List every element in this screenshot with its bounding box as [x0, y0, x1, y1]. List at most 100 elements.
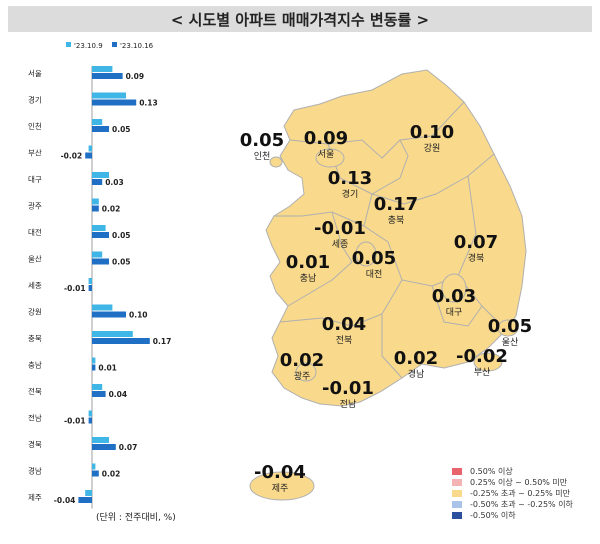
map-legend: 0.50% 이상 0.25% 이상 ~ 0.50% 미만 -0.25% 초과 ~ 0… — [452, 466, 573, 521]
gwangju-shape — [295, 362, 317, 382]
region-value: 0.09 — [304, 128, 348, 149]
daegu-shape — [441, 273, 467, 303]
region-value: 0.17 — [374, 194, 418, 215]
map-legend-row: 0.25% 이상 ~ 0.50% 미만 — [452, 477, 573, 488]
category-label: 강원 — [28, 307, 42, 317]
bar — [85, 490, 92, 496]
bar — [92, 251, 103, 258]
bar — [92, 338, 150, 344]
map-legend-row: 0.50% 이상 — [452, 466, 573, 477]
region-value: -0.01 — [322, 378, 374, 399]
bar — [92, 119, 103, 125]
bar — [92, 311, 126, 318]
category-label: 경기 — [28, 95, 42, 105]
legend-swatch — [112, 42, 117, 47]
bar — [88, 145, 92, 152]
data-label: -0.02 — [61, 152, 83, 161]
region-name: 경북 — [468, 252, 485, 264]
ulsan-shape — [497, 319, 519, 337]
bar — [92, 470, 99, 477]
bar — [92, 232, 109, 238]
bar — [92, 172, 109, 178]
bar — [92, 205, 99, 212]
data-label: -0.04 — [54, 496, 76, 505]
map-legend-swatch — [452, 468, 462, 475]
legend-entry: '23.10.16 — [120, 42, 154, 50]
region-value: 0.05 — [240, 130, 284, 151]
category-label: 서울 — [28, 69, 42, 78]
category-label: 경남 — [28, 466, 42, 476]
region-value: 0.02 — [280, 350, 324, 371]
map-legend-swatch — [452, 490, 462, 497]
data-label: -0.01 — [64, 417, 86, 426]
bar — [92, 258, 109, 265]
data-label: 0.07 — [119, 443, 138, 452]
region-name: 울산 — [502, 337, 519, 348]
category-label: 대구 — [28, 175, 42, 184]
bar — [92, 92, 126, 99]
region-value: 0.07 — [454, 232, 498, 253]
region-name: 서울 — [318, 149, 335, 160]
data-label: 0.04 — [109, 390, 128, 399]
bar — [92, 225, 106, 231]
bar — [88, 285, 92, 291]
bar — [92, 384, 103, 390]
category-label: 전남 — [28, 413, 42, 423]
category-label: 인천 — [28, 121, 42, 131]
category-label: 광주 — [28, 201, 42, 211]
data-label: 0.05 — [112, 258, 131, 267]
bar — [85, 152, 92, 159]
region-value: -0.02 — [456, 346, 508, 367]
data-label: 0.13 — [139, 99, 158, 108]
bar — [88, 417, 92, 424]
region-value: 0.04 — [322, 314, 366, 335]
data-label: 0.02 — [102, 205, 121, 214]
region-name: 대구 — [446, 307, 463, 318]
bar — [92, 463, 96, 470]
data-label: 0.02 — [102, 470, 121, 479]
region-name: 제주 — [272, 483, 289, 494]
map-legend-row: -0.50% 이하 — [452, 510, 573, 521]
unit-note: (단위 : 전주대비, %) — [96, 513, 176, 523]
bar — [88, 278, 92, 284]
map-legend-row: -0.50% 초과 ~ -0.25% 이하 — [452, 499, 573, 510]
category-label: 충북 — [28, 334, 42, 343]
data-label: 0.09 — [126, 72, 145, 81]
region-name: 전북 — [336, 335, 353, 346]
bar — [92, 179, 103, 185]
jeju-island — [249, 471, 315, 501]
busan-shape — [473, 352, 503, 372]
bar — [88, 410, 92, 417]
bar — [92, 99, 137, 106]
bar — [92, 304, 113, 311]
map-legend-swatch — [452, 501, 462, 508]
region-name: 경기 — [342, 188, 359, 200]
map-legend-row: -0.25% 초과 ~ 0.25% 미만 — [452, 488, 573, 499]
region-name: 강원 — [424, 143, 441, 154]
data-label: 0.17 — [153, 337, 172, 346]
seoul-shape — [315, 148, 345, 168]
region-value: -0.04 — [254, 462, 306, 483]
bar-chart: '23.10.9 '23.10.16 서울 0.09 경기 0.13 인천 0.05 부산 -0.… — [28, 42, 172, 509]
region-value: -0.01 — [314, 218, 366, 239]
region-value: 0.13 — [328, 168, 372, 189]
category-label: 울산 — [28, 254, 42, 264]
category-label: 대전 — [28, 227, 42, 237]
bar — [92, 126, 109, 132]
map-legend-label: -0.50% 이하 — [470, 511, 516, 520]
category-label: 경북 — [28, 439, 42, 449]
region-name: 인천 — [254, 151, 271, 162]
category-label: 전북 — [28, 386, 42, 396]
map-land — [249, 69, 527, 501]
map-legend-label: 0.50% 이상 — [470, 467, 513, 476]
data-label: 0.10 — [129, 311, 148, 320]
legend-entry: '23.10.9 — [74, 42, 103, 50]
bar — [92, 331, 133, 337]
region-name: 세종 — [332, 239, 349, 250]
region-name: 경남 — [408, 368, 425, 380]
region-name: 부산 — [474, 367, 491, 378]
bar — [92, 73, 123, 79]
map-legend-label: -0.25% 초과 ~ 0.25% 미만 — [470, 489, 571, 498]
